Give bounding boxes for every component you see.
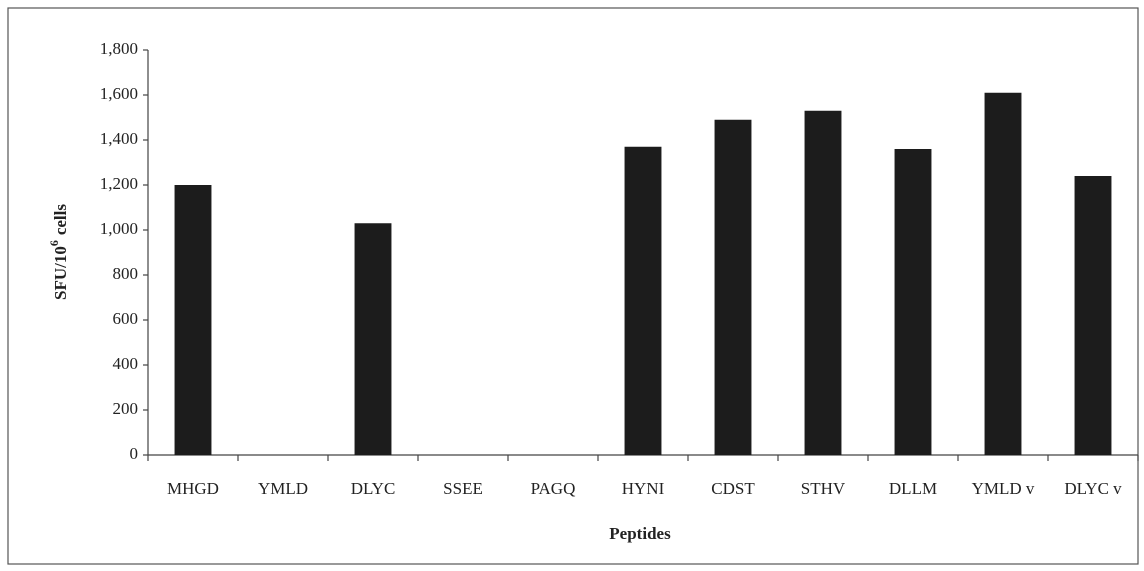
bar xyxy=(894,149,932,455)
y-tick-label: 1,600 xyxy=(100,84,138,103)
bar xyxy=(804,110,842,455)
y-tick-label: 1,400 xyxy=(100,129,138,148)
x-tick-label: HYNI xyxy=(622,479,665,498)
x-tick-label: DLYC xyxy=(351,479,396,498)
x-tick-label: SSEE xyxy=(443,479,483,498)
y-axis-title-main: SFU/10 xyxy=(51,246,70,300)
y-tick-label: 800 xyxy=(113,264,139,283)
x-tick-label: DLYC v xyxy=(1064,479,1122,498)
y-tick-label: 1,200 xyxy=(100,174,138,193)
bar xyxy=(1074,176,1112,455)
x-tick-label: YMLD v xyxy=(972,479,1035,498)
y-axis-title-rest: cells xyxy=(51,204,70,236)
bar xyxy=(174,185,212,455)
x-tick-label: YMLD xyxy=(258,479,308,498)
bar xyxy=(984,92,1022,455)
bar xyxy=(624,146,662,455)
y-tick-label: 400 xyxy=(113,354,139,373)
y-tick-label: 0 xyxy=(130,444,139,463)
y-tick-label: 1,800 xyxy=(100,39,138,58)
y-axis-title: SFU/106 cells xyxy=(47,204,70,300)
y-tick-label: 200 xyxy=(113,399,139,418)
y-tick-label: 600 xyxy=(113,309,139,328)
y-tick-label: 1,000 xyxy=(100,219,138,238)
x-tick-label: MHGD xyxy=(167,479,219,498)
x-tick-label: DLLM xyxy=(889,479,937,498)
bar xyxy=(714,119,752,455)
x-tick-label: CDST xyxy=(711,479,755,498)
y-axis-title-sup: 6 xyxy=(47,240,61,246)
x-tick-label: STHV xyxy=(801,479,846,498)
x-axis-title: Peptides xyxy=(609,524,671,543)
x-tick-label: PAGQ xyxy=(531,479,576,498)
bar xyxy=(354,223,392,455)
